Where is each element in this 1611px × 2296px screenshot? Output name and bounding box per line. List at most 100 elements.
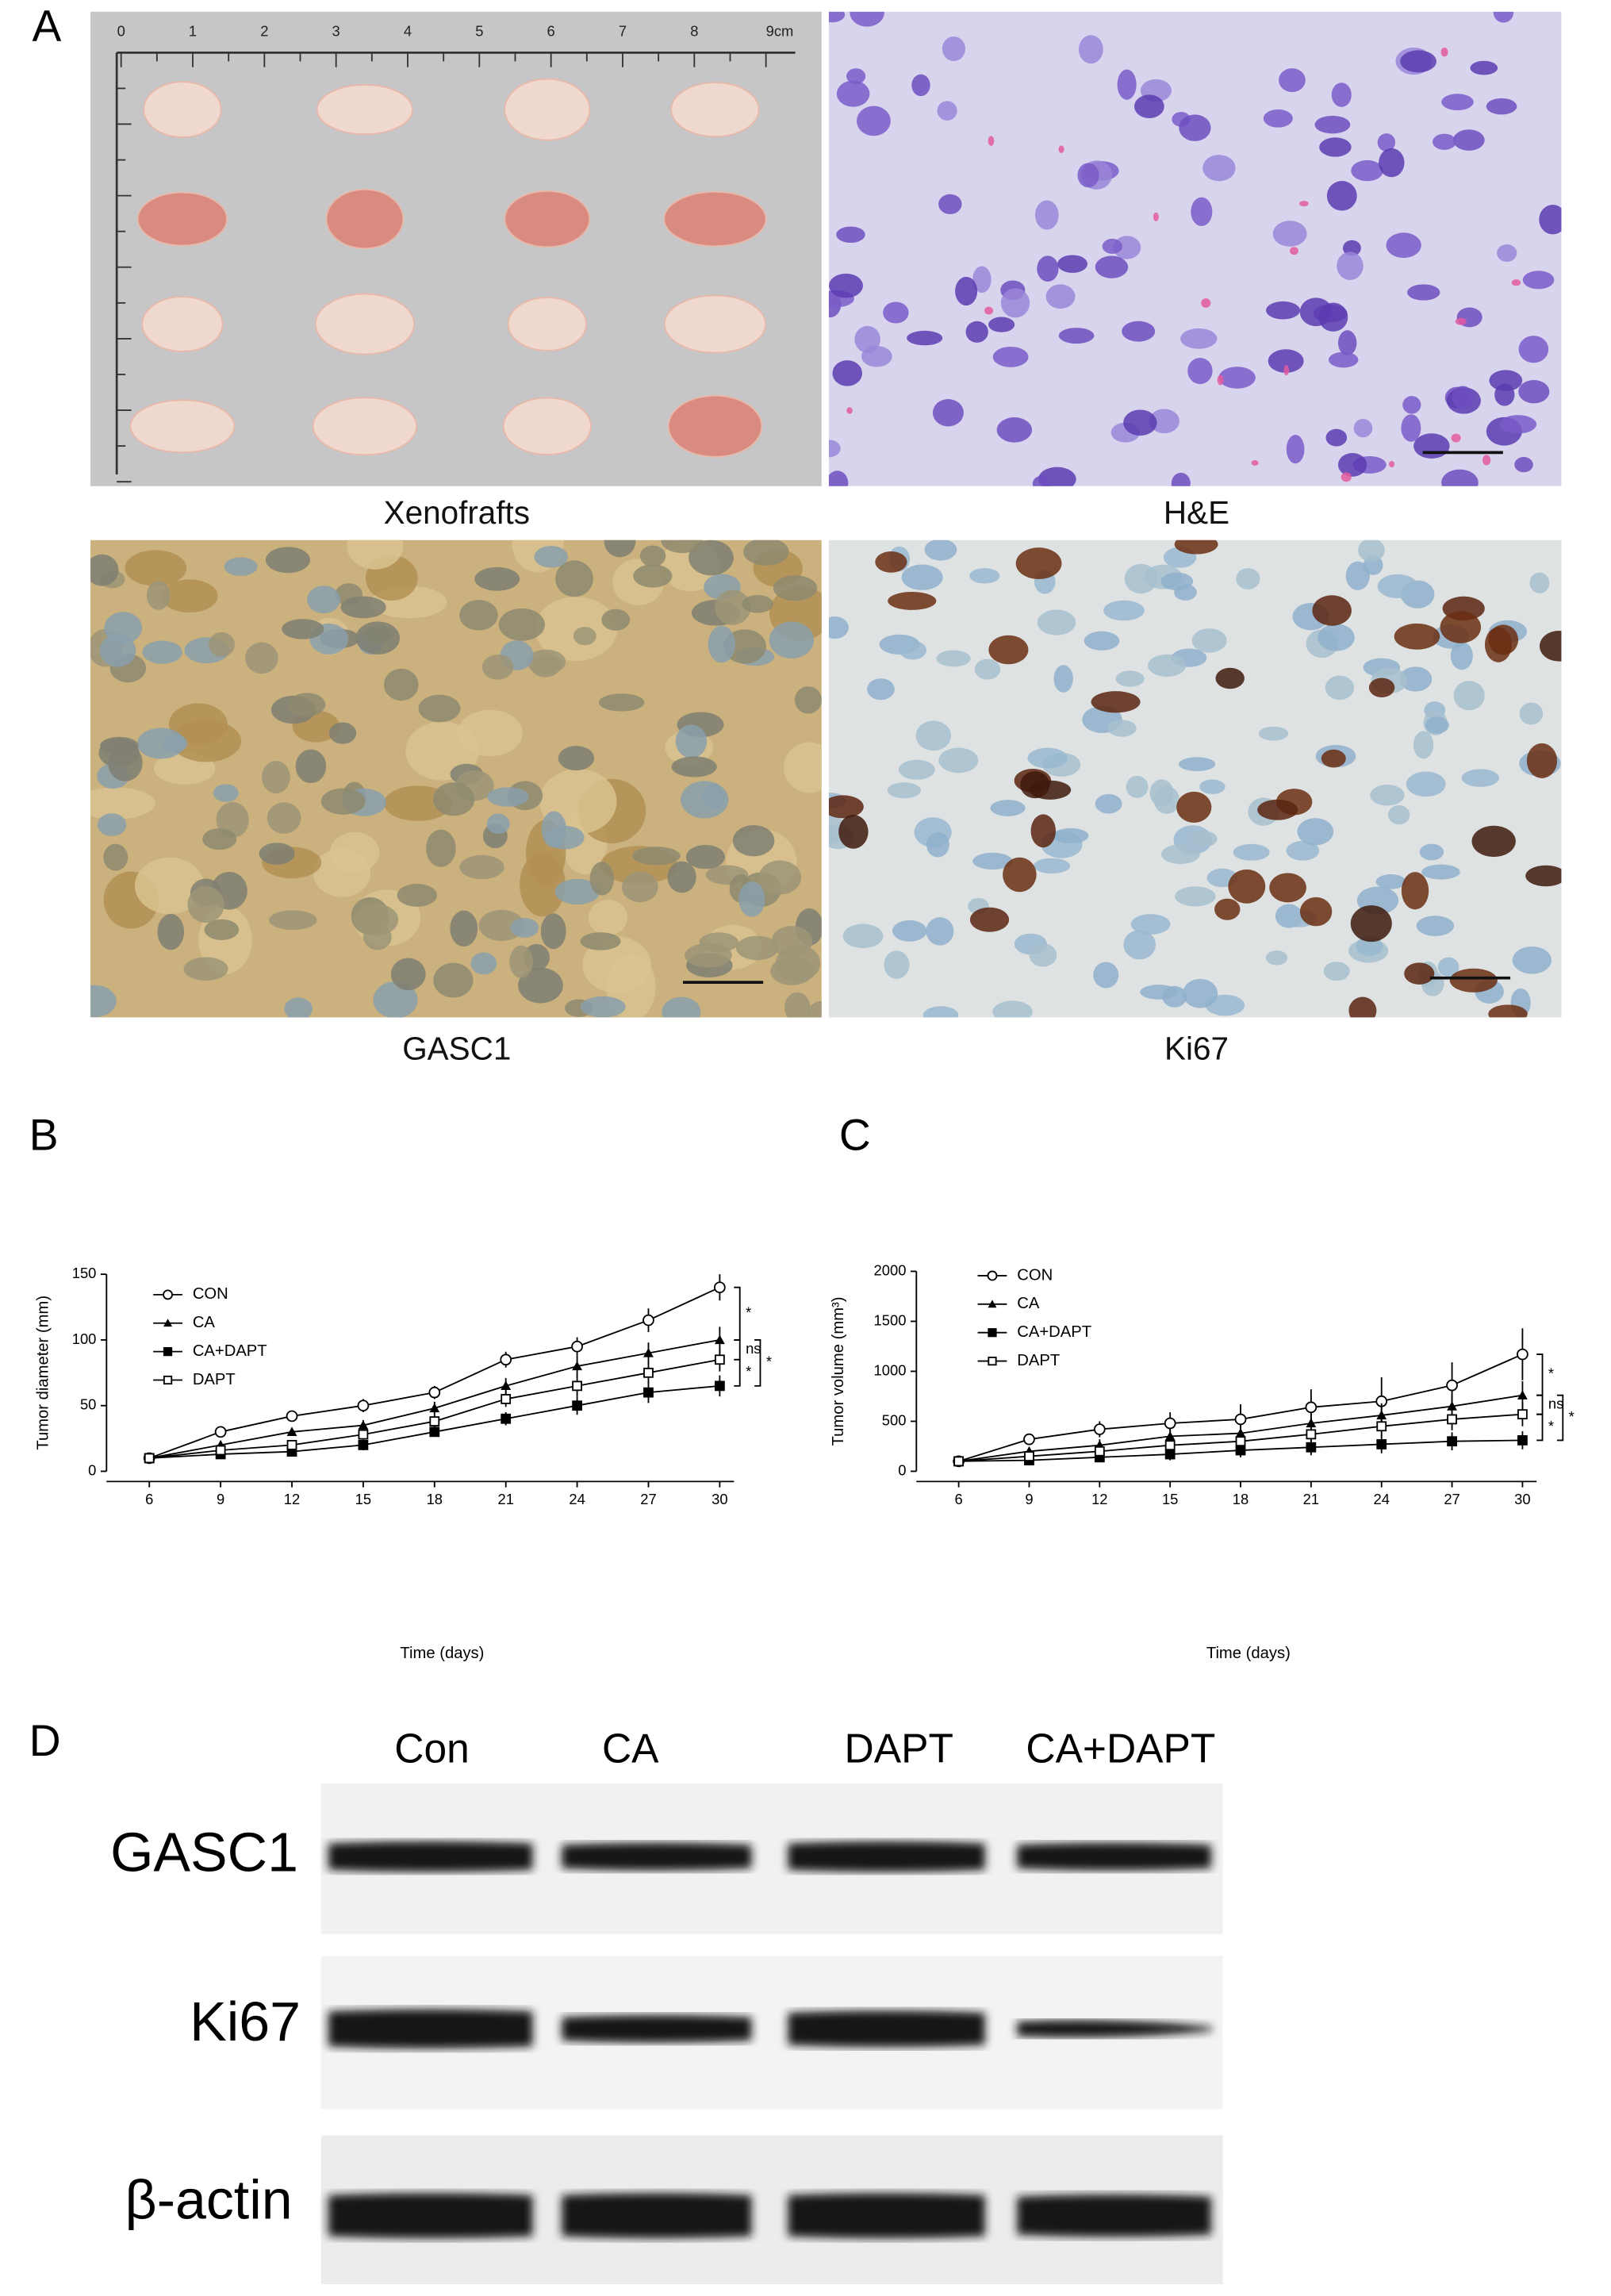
nucleus: [245, 642, 278, 674]
ruler-label: 6: [547, 22, 555, 39]
lane-label: Con: [394, 1725, 469, 1771]
nucleus: [1134, 94, 1164, 118]
y-tick-label: 500: [882, 1411, 907, 1428]
marker: [501, 1380, 512, 1391]
texture: [90, 539, 822, 1018]
nucleus: [1351, 159, 1383, 182]
marker: [1094, 1446, 1105, 1457]
annotation: *: [1548, 1418, 1554, 1434]
nucleus: [459, 854, 504, 880]
nucleus: [295, 749, 327, 784]
x-tick-label: 24: [1373, 1491, 1389, 1507]
tumor: [312, 397, 418, 456]
nucleus: [1217, 374, 1224, 386]
band: [562, 1842, 752, 1871]
nucleus: [265, 547, 311, 574]
marker: [1306, 1442, 1317, 1453]
nucleus: [955, 276, 978, 306]
nucleus: [1401, 414, 1421, 442]
legend-marker: [163, 1319, 173, 1327]
marker: [1376, 1439, 1387, 1449]
nucleus: [1432, 133, 1456, 150]
nucleus: [1341, 472, 1352, 482]
band: [328, 2009, 533, 2049]
nucleus: [1416, 916, 1455, 936]
nucleus: [926, 831, 949, 858]
ruler-label: 3: [332, 22, 340, 39]
lane-label: CA: [602, 1725, 659, 1771]
nucleus: [1452, 386, 1474, 409]
marker: [429, 1426, 440, 1438]
band: [1017, 1842, 1211, 1871]
nucleus: [1053, 827, 1089, 844]
marker: [1376, 1410, 1387, 1420]
band: [1017, 2194, 1211, 2237]
marker: [1376, 1421, 1387, 1432]
nucleus: [103, 843, 128, 871]
marker: [1446, 1379, 1458, 1392]
marker: [953, 1456, 965, 1467]
nucleus: [487, 787, 529, 807]
nucleus: [969, 907, 1010, 932]
nucleus: [742, 595, 773, 613]
nucleus: [1401, 872, 1429, 910]
legend-label: CON: [1017, 1266, 1053, 1284]
nucleus: [661, 539, 704, 554]
nucleus: [354, 904, 399, 936]
ruler-label: 4: [404, 22, 412, 39]
nucleus: [510, 917, 539, 938]
tumor: [504, 78, 591, 141]
nucleus: [1437, 957, 1459, 977]
row-label: Ki67: [190, 1991, 301, 2052]
nucleus: [794, 686, 822, 714]
nucleus: [90, 787, 155, 820]
nucleus: [622, 871, 658, 903]
tumor: [507, 297, 588, 351]
nucleus: [383, 668, 419, 701]
nucleus: [1388, 461, 1395, 468]
tumor: [663, 190, 767, 248]
nucleus: [632, 847, 681, 866]
nucleus: [990, 800, 1026, 816]
nucleus: [1394, 623, 1440, 650]
x-tick-label: 27: [1444, 1491, 1459, 1507]
lane-label: DAPT: [845, 1725, 953, 1771]
nucleus: [1370, 785, 1405, 806]
legend-label: CON: [193, 1285, 228, 1303]
marker: [1517, 1435, 1528, 1446]
nucleus: [125, 550, 187, 586]
nucleus: [1084, 631, 1120, 651]
nucleus: [541, 811, 567, 848]
nucleus: [850, 11, 884, 27]
nucleus: [1453, 681, 1485, 711]
nucleus: [1518, 336, 1549, 363]
nucleus: [1032, 475, 1051, 486]
marker: [358, 1420, 369, 1430]
nucleus: [992, 346, 1029, 367]
x-tick-label: 15: [1162, 1491, 1178, 1507]
nucleus: [1176, 791, 1212, 824]
ruler-label: 2: [260, 22, 268, 39]
nucleus: [1526, 743, 1558, 778]
nucleus: [157, 913, 185, 950]
nucleus: [1263, 109, 1293, 128]
marker: [1447, 1436, 1457, 1447]
panel-label: C: [839, 1111, 871, 1160]
nucleus: [1117, 69, 1137, 100]
marker: [214, 1426, 227, 1438]
nucleus: [1328, 351, 1359, 368]
nucleus: [261, 760, 290, 794]
nucleus: [828, 11, 846, 23]
image-caption: H&E: [1164, 494, 1229, 531]
nucleus: [202, 828, 237, 850]
nucleus: [1187, 830, 1218, 847]
marker: [286, 1439, 297, 1450]
nucleus: [1312, 595, 1352, 626]
y-tick-label: 0: [898, 1461, 906, 1478]
x-tick-label: 24: [569, 1491, 585, 1507]
annotation: *: [746, 1363, 751, 1380]
x-tick-label: 30: [1514, 1491, 1530, 1507]
x-tick-label: 9: [217, 1491, 224, 1507]
nucleus: [846, 68, 866, 85]
